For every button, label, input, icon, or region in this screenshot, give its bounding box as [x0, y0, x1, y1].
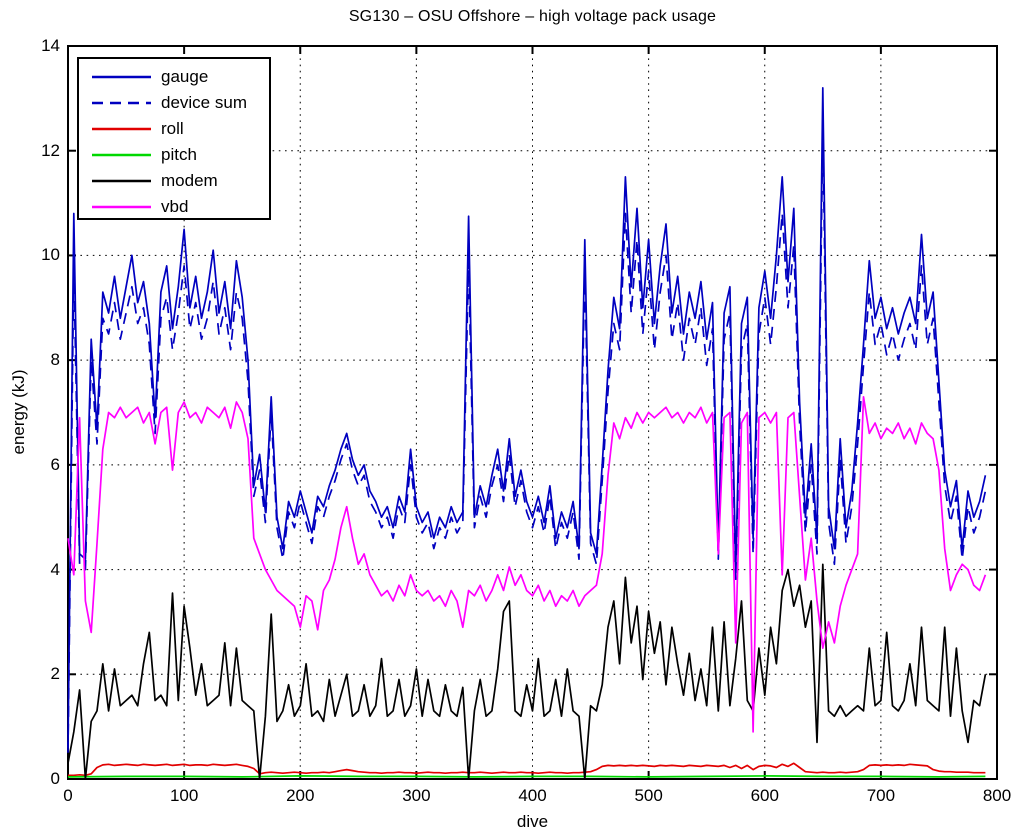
series-line-vbd	[67, 395, 987, 733]
chart-title: SG130 – OSU Offshore – high voltage pack…	[348, 8, 717, 25]
x-tick-label: 0	[63, 786, 73, 805]
legend-line-sample	[92, 75, 151, 79]
legend-item-device-sum: device sum	[79, 90, 269, 116]
legend-label: pitch	[161, 145, 197, 164]
series-line-device-sum	[67, 128, 987, 753]
legend-label: roll	[161, 119, 184, 138]
legend-item-gauge: gauge	[79, 64, 269, 90]
x-tick-label: 800	[982, 786, 1012, 805]
legend-label: device sum	[161, 93, 247, 112]
legend-label: vbd	[161, 197, 189, 216]
y-tick-label: 4	[50, 559, 60, 579]
x-axis-label: dive	[516, 812, 549, 831]
y-tick-label: 10	[41, 245, 60, 265]
x-tick-label: 600	[750, 786, 779, 805]
series-line-modem	[67, 563, 987, 780]
series-line-roll	[68, 762, 986, 777]
x-tick-label: 200	[286, 786, 315, 805]
y-tick-label: 14	[41, 36, 60, 55]
x-tick-label: 700	[866, 786, 896, 805]
legend-label: modem	[161, 171, 218, 190]
legend-line-sample	[92, 101, 151, 105]
y-tick-label: 12	[41, 140, 60, 160]
series-line-pitch	[67, 775, 986, 778]
y-tick-label: 8	[50, 350, 60, 370]
x-tick-label: 400	[518, 786, 547, 805]
x-tick-label: 300	[402, 786, 431, 805]
x-tick-label: 100	[169, 786, 199, 805]
legend-label: gauge	[161, 67, 209, 86]
legend-item-modem: modem	[79, 168, 269, 194]
legend-line-sample	[92, 153, 151, 157]
series-line-gauge	[67, 87, 987, 748]
legend-line-sample	[92, 179, 151, 183]
legend: gauge device sum roll pitch modem vbd	[77, 57, 271, 220]
y-axis-label: energy (kJ)	[9, 369, 28, 455]
legend-item-roll: roll	[79, 116, 269, 142]
x-tick-label: 500	[634, 786, 663, 805]
y-tick-label: 6	[50, 454, 60, 474]
legend-item-pitch: pitch	[79, 142, 269, 168]
legend-line-sample	[92, 205, 151, 209]
y-tick-label: 0	[50, 769, 60, 788]
y-tick-label: 2	[50, 664, 60, 684]
legend-item-vbd: vbd	[79, 194, 269, 220]
legend-line-sample	[92, 127, 151, 131]
